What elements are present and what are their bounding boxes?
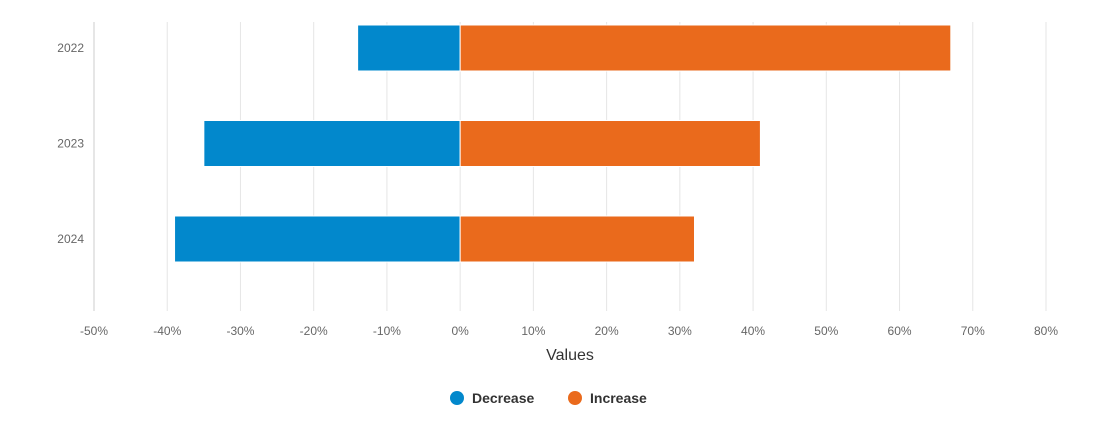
legend: Decrease Increase [450, 390, 647, 406]
bar-decrease-2023[interactable] [203, 120, 461, 167]
x-tick-label: -40% [153, 324, 181, 338]
bar-increase-2022[interactable] [459, 24, 952, 72]
axes: -50% -40% -30% -20% -10% 0% 10% 20% 30% 40% 50% 60%… [57, 22, 1058, 338]
x-tick-label: -30% [226, 324, 254, 338]
legend-label: Increase [590, 390, 647, 406]
x-tick-label: -10% [373, 324, 401, 338]
bar-decrease-2022[interactable] [357, 24, 461, 72]
x-axis-title: Values [546, 347, 594, 364]
x-tick-label: 0% [451, 324, 469, 338]
y-tick-label: 2024 [57, 232, 84, 246]
x-tick-label: -20% [300, 324, 328, 338]
x-tick-label: 40% [741, 324, 765, 338]
bar-increase-2024[interactable] [459, 215, 695, 263]
legend-marker [568, 391, 582, 405]
bar-decrease-2024[interactable] [174, 215, 461, 263]
y-tick-label: 2022 [57, 41, 84, 55]
bars [174, 24, 952, 263]
y-tick-label: 2023 [57, 137, 84, 151]
x-tick-label: -50% [80, 324, 108, 338]
x-tick-label: 70% [961, 324, 985, 338]
x-tick-label: 20% [595, 324, 619, 338]
x-tick-label: 10% [521, 324, 545, 338]
legend-item-increase[interactable]: Increase [568, 390, 647, 406]
bar-increase-2023[interactable] [459, 120, 761, 167]
x-tick-label: 60% [888, 324, 912, 338]
x-tick-label: 50% [814, 324, 838, 338]
legend-marker [450, 391, 464, 405]
x-tick-label: 30% [668, 324, 692, 338]
x-tick-label: 80% [1034, 324, 1058, 338]
legend-item-decrease[interactable]: Decrease [450, 390, 534, 406]
legend-label: Decrease [472, 390, 534, 406]
